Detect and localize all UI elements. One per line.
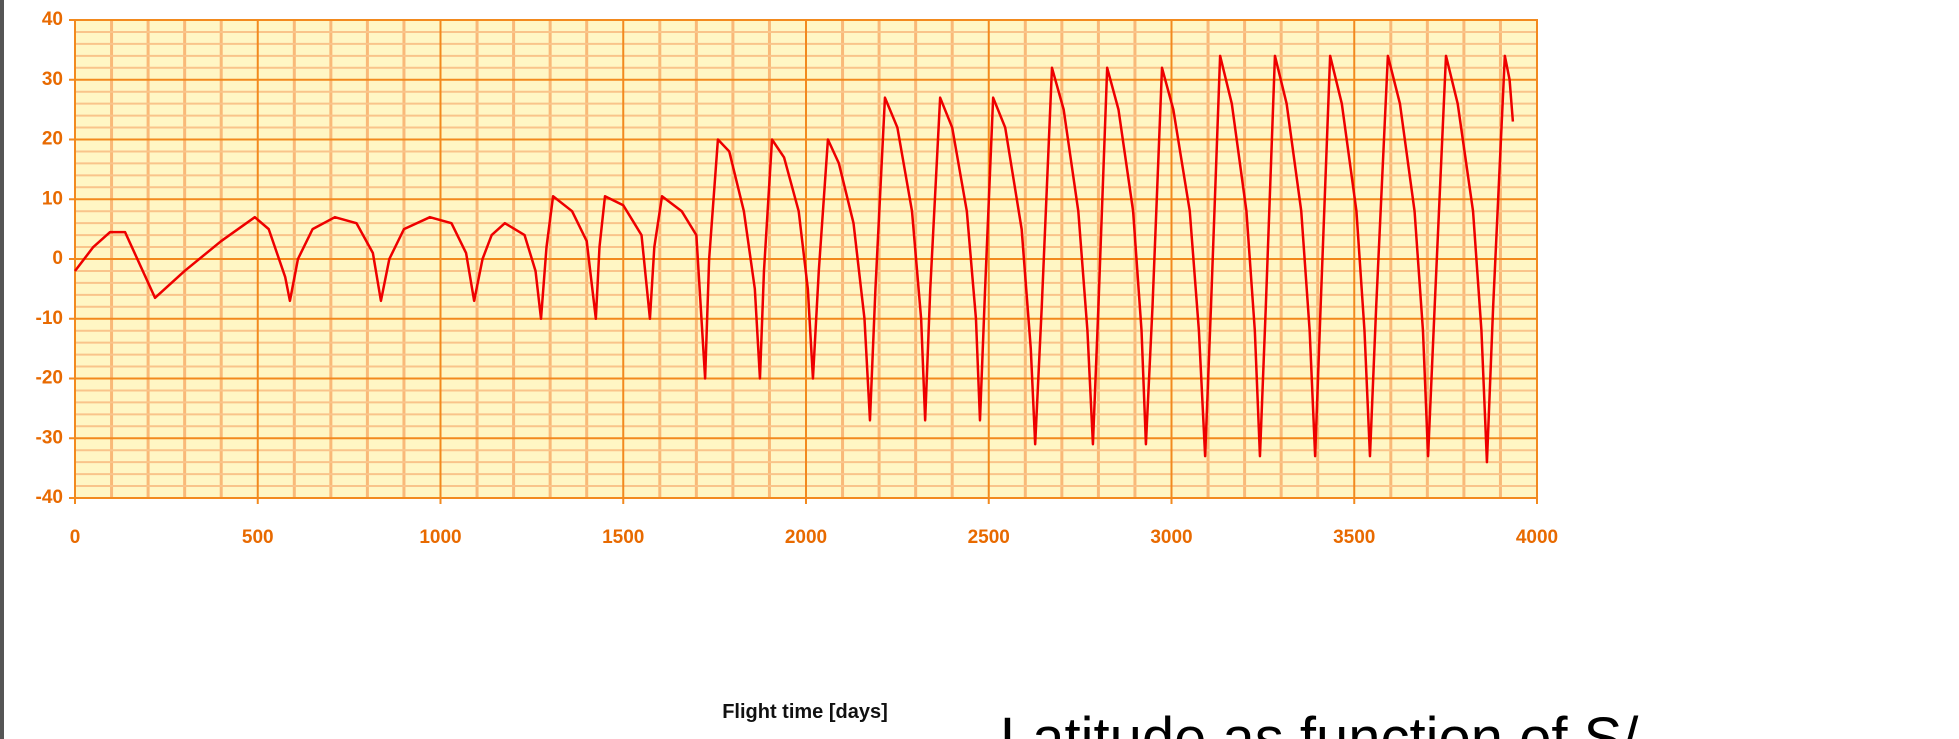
frame-edge bbox=[0, 0, 4, 739]
x-tick-label: 2500 bbox=[968, 527, 1010, 548]
y-tick-label: 40 bbox=[42, 9, 63, 30]
x-tick-label: 2000 bbox=[785, 527, 827, 548]
plot-area bbox=[74, 19, 1538, 499]
y-tick-label: -10 bbox=[36, 308, 63, 329]
y-tick-label: 0 bbox=[52, 248, 63, 269]
data-line bbox=[74, 54, 1515, 464]
x-tick-label: 1500 bbox=[602, 527, 644, 548]
y-tick-label: -30 bbox=[36, 427, 63, 448]
x-tick-label: 1000 bbox=[419, 527, 461, 548]
caption: Latitude as function of S/ bbox=[1000, 706, 1639, 739]
x-tick-label: 0 bbox=[70, 527, 81, 548]
y-tick-label: -40 bbox=[36, 487, 63, 508]
y-tick-label: 30 bbox=[42, 69, 63, 90]
x-tick-label: 3500 bbox=[1333, 527, 1375, 548]
y-tick-label: 10 bbox=[42, 188, 63, 209]
y-tick-label: 20 bbox=[42, 129, 63, 150]
x-tick-label: 4000 bbox=[1516, 527, 1558, 548]
x-tick-label: 500 bbox=[242, 527, 274, 548]
y-tick-label: -20 bbox=[36, 368, 63, 389]
x-axis-label: Flight time [days] bbox=[722, 701, 888, 723]
x-tick-label: 3000 bbox=[1150, 527, 1192, 548]
